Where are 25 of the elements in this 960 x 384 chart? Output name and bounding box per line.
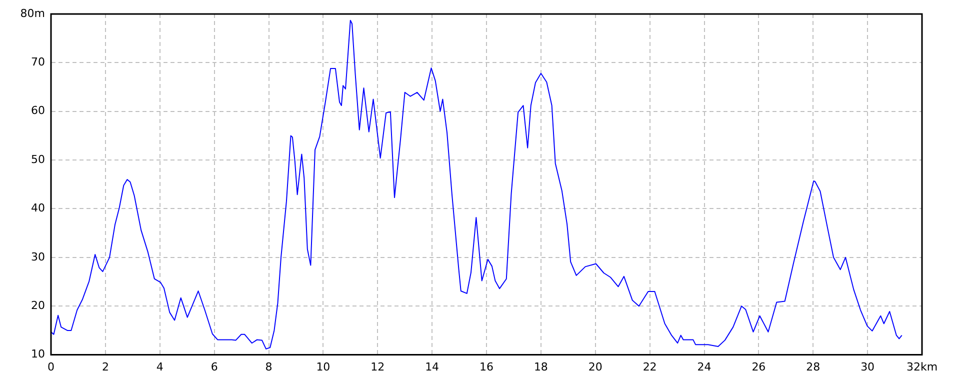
x-tick-label: 16 bbox=[480, 360, 494, 374]
y-tick-label: 50 bbox=[31, 152, 45, 166]
y-tick-label: 20 bbox=[31, 298, 45, 312]
x-tick-label: 24 bbox=[697, 360, 712, 374]
y-tick-label: 30 bbox=[31, 250, 45, 264]
y-tick-label: 70 bbox=[31, 56, 45, 69]
x-tick-label: 20 bbox=[588, 360, 602, 374]
x-tick-label: 14 bbox=[425, 360, 440, 374]
x-tick-label: 8 bbox=[265, 360, 272, 374]
x-tick-label: 2 bbox=[102, 360, 109, 374]
x-tick-label: 0 bbox=[48, 360, 54, 374]
y-tick-label: 80m bbox=[20, 6, 45, 20]
x-tick-label: 30 bbox=[860, 360, 875, 374]
x-tick-label: 6 bbox=[210, 360, 218, 374]
y-tick-label: 60 bbox=[31, 104, 45, 118]
x-tick-label: 12 bbox=[370, 360, 385, 374]
x-tick-label: 22 bbox=[642, 360, 657, 374]
y-tick-label: 10 bbox=[31, 348, 45, 361]
y-tick-label: 40 bbox=[31, 202, 45, 215]
x-tick-label: 4 bbox=[156, 360, 164, 374]
x-tick-label: 26 bbox=[752, 360, 766, 374]
x-tick-label: 18 bbox=[534, 360, 548, 374]
x-tick-label: 32km bbox=[906, 360, 938, 374]
x-tick-label: 28 bbox=[806, 360, 820, 374]
x-tick-label: 10 bbox=[316, 360, 330, 374]
